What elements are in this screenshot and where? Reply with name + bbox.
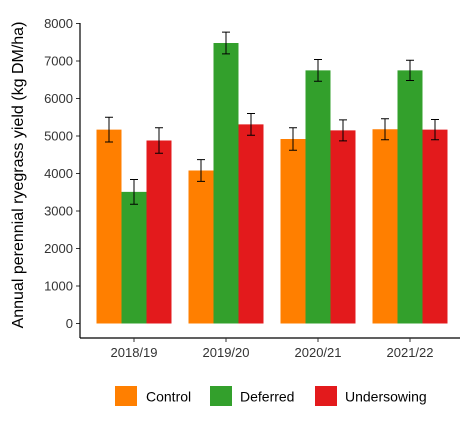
bar-deferred-2018-19 (121, 191, 147, 324)
x-tick-label: 2020/21 (295, 345, 342, 360)
y-axis-ticks: 0 1000 2000 3000 4000 5000 6000 7000 8000 (44, 16, 80, 331)
error-bar-deferred-2021-22 (406, 59, 414, 81)
y-tick-label: 8000 (44, 16, 73, 31)
bar-deferred-2021-22 (397, 70, 423, 324)
y-tick-label: 5000 (44, 129, 73, 144)
bar-undersowing-2018-19 (146, 140, 172, 324)
bar-control-2021-22 (372, 129, 398, 324)
bar-deferred-2019-20 (213, 43, 239, 324)
y-tick-label: 2000 (44, 241, 73, 256)
bar-control-2020-21 (280, 139, 306, 324)
error-bar-deferred-2018-19 (130, 179, 138, 205)
bar-control-2019-20 (188, 170, 214, 324)
legend-item-undersowing: Undersowing (315, 386, 427, 406)
error-bar-undersowing-2021-22 (431, 119, 439, 141)
legend-label: Deferred (240, 389, 294, 405)
y-tick-label: 0 (66, 316, 73, 331)
bar-series (96, 43, 448, 324)
y-tick-label: 7000 (44, 54, 73, 69)
error-bar-undersowing-2018-19 (155, 127, 163, 154)
legend-item-control: Control (115, 386, 191, 406)
bar-undersowing-2021-22 (422, 129, 448, 324)
x-tick-label: 2021/22 (387, 345, 434, 360)
legend-swatch (210, 386, 232, 406)
x-axis-ticks: 2018/19 2019/20 2020/21 2021/22 (111, 338, 434, 360)
x-tick-label: 2019/20 (203, 345, 250, 360)
legend-swatch (315, 386, 337, 406)
y-tick-label: 1000 (44, 279, 73, 294)
legend-item-deferred: Deferred (210, 386, 294, 406)
x-tick-label: 2018/19 (111, 345, 158, 360)
error-bar-deferred-2019-20 (222, 31, 230, 55)
error-bar-control-2021-22 (381, 118, 389, 141)
legend-swatch (115, 386, 137, 406)
y-axis-title: Annual perennial ryegrass yield (kg DM/h… (10, 22, 27, 329)
error-bar-control-2020-21 (289, 127, 297, 151)
legend: Control Deferred Undersowing (115, 386, 427, 406)
error-bar-control-2019-20 (197, 159, 205, 182)
error-bar-undersowing-2020-21 (339, 119, 347, 142)
error-bar-deferred-2020-21 (314, 59, 322, 82)
legend-label: Control (146, 389, 191, 405)
error-bar-control-2018-19 (105, 116, 113, 143)
error-bars (105, 31, 439, 205)
error-bar-undersowing-2019-20 (247, 113, 255, 136)
bar-undersowing-2020-21 (330, 130, 356, 324)
bar-deferred-2020-21 (305, 70, 331, 324)
y-tick-label: 6000 (44, 91, 73, 106)
bar-undersowing-2019-20 (238, 124, 264, 324)
legend-label: Undersowing (345, 389, 427, 405)
y-tick-label: 4000 (44, 166, 73, 181)
bar-control-2018-19 (96, 129, 122, 324)
y-tick-label: 3000 (44, 204, 73, 219)
